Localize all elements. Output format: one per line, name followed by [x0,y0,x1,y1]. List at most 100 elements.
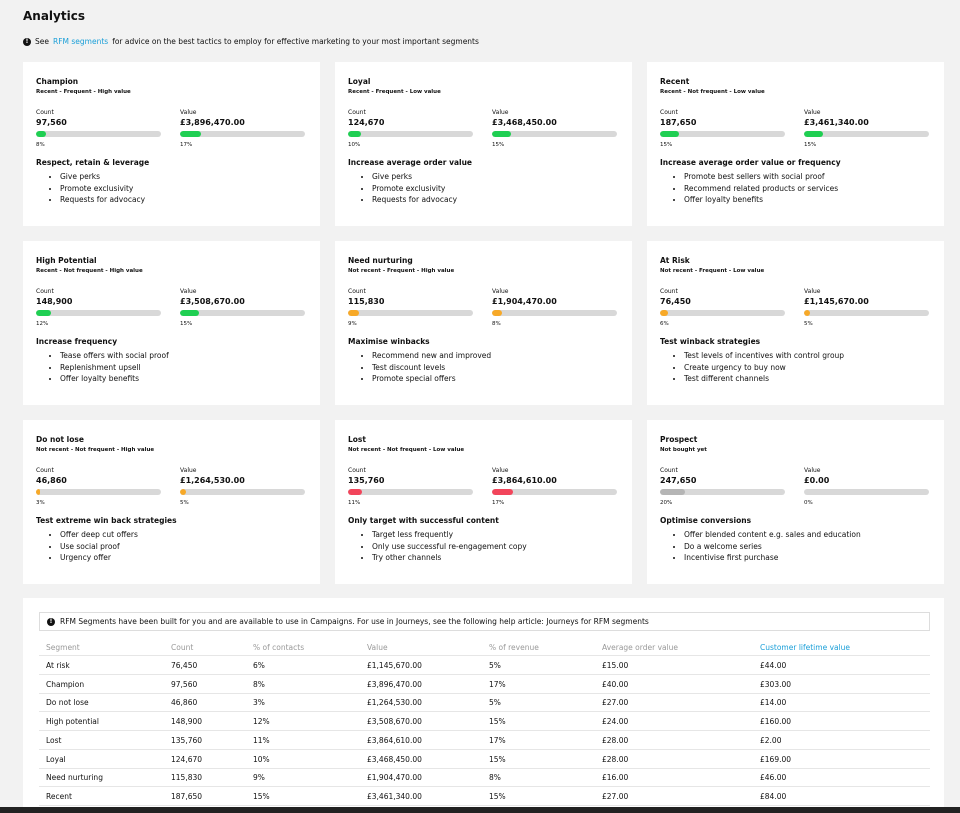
value-percent: 8% [492,321,501,327]
column-header[interactable]: % of revenue [489,643,539,652]
segment-subtitle: Not recent - Not frequent - High value [36,447,155,453]
segment-card: Lost Not recent - Not frequent - Low valu… [335,420,632,584]
tips-list: Give perksPromote exclusivityRequests fo… [36,171,145,206]
value-number: £3,864,610.00 [492,476,557,485]
table-cell: 15% [253,791,270,801]
value-percent: 17% [180,142,193,148]
info-text: See [35,37,49,46]
table-cell: £3,896,470.00 [367,679,422,689]
tip: Give perks [372,171,457,183]
tips-list: Test levels of incentives with control g… [660,350,844,385]
table-cell: 187,650 [171,791,203,801]
progress-track [492,131,617,137]
progress-track [492,310,617,316]
value-number: £1,904,470.00 [492,297,557,306]
count-percent: 10% [348,142,361,148]
value-number: £3,508,670.00 [180,297,245,306]
progress-bar [36,310,51,316]
tips-list: Target less frequentlyOnly use successfu… [348,529,527,564]
segment-card: Prospect Not bought yet Count 247,650 20% Val… [647,420,944,584]
progress-track [804,489,929,495]
count-percent: 9% [348,321,357,327]
count-label: Count [660,467,678,474]
segment-subtitle: Not recent - Not frequent - Low value [348,447,465,453]
tip: Only use successful re-engagement copy [372,541,527,553]
segment-subtitle: Not bought yet [660,447,707,453]
value-percent: 17% [492,500,505,506]
value-number: £1,145,670.00 [804,297,869,306]
tip: Offer deep cut offers [60,529,138,541]
table-cell: 15% [489,754,506,764]
action-title: Increase average order value [348,158,473,167]
segment-subtitle: Recent - Frequent - Low value [348,89,441,95]
info-line: ! See RFM segments for advice on the bes… [23,37,479,46]
table-cell: 6% [253,661,265,670]
table-cell: £3,864,610.00 [367,735,422,745]
tips-list: Recommend new and improvedTest discount … [348,350,491,385]
progress-bar [804,131,823,137]
progress-track [36,489,161,495]
progress-bar [492,310,502,316]
row-rule [39,730,930,732]
table-cell: £1,145,670.00 [367,661,422,670]
column-header[interactable]: Customer lifetime value [760,643,851,652]
column-header[interactable]: Segment [46,643,80,652]
count-number: 124,670 [348,118,385,127]
segment-card: Recent Recent - Not frequent - Low value C… [647,62,944,226]
action-title: Optimise conversions [660,516,752,525]
column-header[interactable]: Value [367,643,388,652]
table-cell: £84.00 [760,791,787,801]
tips-list: Promote best sellers with social proofRe… [660,171,838,206]
value-number: £3,468,450.00 [492,118,557,127]
progress-track [348,131,473,137]
segment-name: Do not lose [36,435,84,444]
progress-track [180,489,305,495]
count-label: Count [660,109,678,116]
segment-subtitle: Recent - Frequent - High value [36,89,131,95]
count-number: 46,860 [36,476,67,485]
tip: Recommend new and improved [372,350,491,362]
action-title: Increase frequency [36,337,118,346]
progress-bar [348,131,361,137]
table-cell: 17% [489,735,506,745]
count-percent: 11% [348,500,361,506]
column-header[interactable]: Count [171,643,194,652]
segment-subtitle: Recent - Not frequent - Low value [660,89,765,95]
table-cell: £303.00 [760,679,792,689]
segment-subtitle: Not recent - Frequent - Low value [660,268,765,274]
table-cell: 46,860 [171,698,198,708]
row-rule [39,674,930,675]
progress-track [348,310,473,316]
value-label: Value [804,467,821,474]
tip: Tease offers with social proof [60,350,169,362]
column-header[interactable]: % of contacts [253,643,305,652]
table-cell: Recent [46,791,72,801]
table-cell: 8% [253,679,265,689]
action-title: Maximise winbacks [348,337,430,346]
value-label: Value [804,288,821,295]
table-cell: £3,468,450.00 [367,754,422,764]
tip: Urgency offer [60,552,138,564]
value-percent: 0% [804,500,813,506]
table-cell: £40.00 [602,679,629,689]
segment-card: Champion Recent - Frequent - High value Co… [23,62,320,226]
table-cell: 115,830 [171,773,203,783]
count-label: Count [348,467,366,474]
table-cell: £2.00 [760,735,782,745]
progress-bar [348,310,360,316]
action-title: Test extreme win back strategies [36,516,177,525]
count-percent: 6% [660,321,669,327]
progress-bar [660,131,679,137]
segment-card: High Potential Recent - Not frequent - Hi… [23,241,320,405]
rfm-link[interactable]: RFM segments [53,37,109,46]
tips-list: Offer blended content e.g. sales and edu… [660,529,861,564]
tip: Give perks [60,171,145,183]
row-rule [39,767,930,769]
table-cell: Loyal [46,754,66,764]
count-percent: 20% [660,500,673,506]
tip: Incentivise first purchase [684,552,861,564]
table-cell: £3,508,670.00 [367,717,422,727]
value-label: Value [492,109,509,116]
column-header[interactable]: Average order value [602,643,679,652]
